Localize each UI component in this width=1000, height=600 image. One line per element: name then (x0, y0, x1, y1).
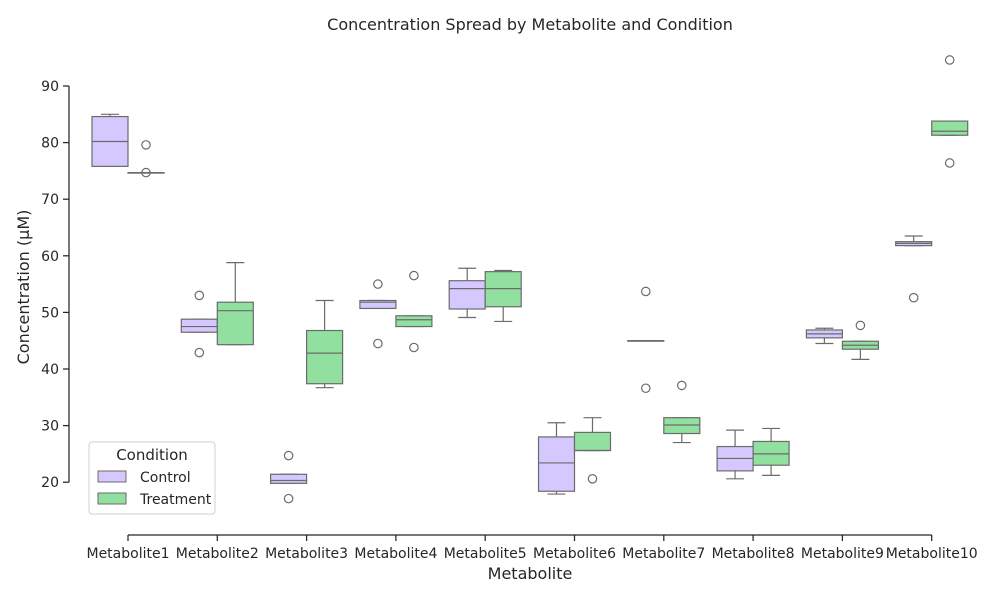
y-tick-label: 50 (41, 305, 59, 321)
box-iqr (216, 301, 254, 346)
x-tick-label: Metabolite7 (622, 546, 705, 562)
y-axis-title: Concentration (μM) (14, 210, 33, 365)
outlier-point (141, 167, 151, 178)
outlier-point (944, 158, 955, 168)
box-control-metabolite1 (91, 113, 129, 167)
box-treatment-metabolite8 (752, 427, 790, 477)
outlier-point (640, 383, 651, 394)
y-tick-label: 60 (41, 249, 59, 265)
chart-title: Concentration Spread by Metabolite and C… (327, 15, 733, 34)
box-iqr (270, 473, 308, 484)
y-tick-label: 80 (41, 136, 59, 152)
outlier-point (944, 55, 955, 65)
outlier-point (373, 279, 383, 289)
x-tick-label: Metabolite5 (444, 546, 527, 562)
outlier-point (409, 270, 419, 281)
outlier-point (640, 286, 651, 297)
box-groups (91, 55, 969, 504)
box-control-metabolite7 (627, 286, 665, 394)
box-control-metabolite5 (448, 267, 486, 319)
box-control-metabolite9 (805, 327, 844, 345)
x-tick-label: Metabolite2 (176, 546, 259, 562)
x-tick-label: Metabolite4 (354, 546, 437, 562)
y-tick-label: 90 (41, 79, 59, 95)
x-tick-label: Metabolite1 (86, 546, 169, 562)
outlier-point (141, 140, 151, 150)
legend: Condition Control Treatment (88, 441, 216, 515)
outlier-point (587, 474, 598, 484)
box-iqr (180, 318, 218, 333)
y-tick-label: 20 (41, 475, 59, 491)
x-tick-label: Metabolite6 (533, 546, 616, 562)
box-iqr (395, 315, 433, 328)
x-tick-label: Metabolite8 (712, 546, 795, 562)
x-tick-label: Metabolite9 (801, 546, 884, 562)
legend-swatch-control (97, 470, 127, 483)
x-axis-title: Metabolite (488, 564, 573, 583)
legend-label-treatment: Treatment (139, 492, 212, 508)
box-iqr (931, 120, 969, 136)
box-treatment-metabolite2 (216, 261, 254, 346)
legend-title: Condition (116, 446, 188, 464)
y-tick-label: 70 (41, 192, 59, 208)
x-axis: Metabolite1 Metabolite2 Metabolite3 Metabol… (86, 534, 978, 562)
box-treatment-metabolite10 (931, 55, 969, 168)
outlier-point (855, 320, 866, 331)
box-control-metabolite4 (359, 279, 397, 349)
outlier-point (283, 493, 294, 504)
box-treatment-metabolite7 (663, 380, 701, 444)
outlier-point (373, 338, 383, 349)
box-iqr (359, 299, 397, 310)
legend-label-control: Control (140, 470, 191, 486)
outlier-point (676, 380, 687, 391)
box-control-metabolite3 (270, 450, 308, 504)
outlier-point (409, 342, 419, 353)
outlier-point (194, 290, 205, 301)
box-control-metabolite2 (180, 290, 218, 358)
box-treatment-metabolite6 (573, 417, 612, 484)
box-treatment-metabolite3 (306, 299, 344, 389)
x-tick-label: Metabolite3 (265, 546, 348, 562)
y-tick-label: 40 (41, 362, 59, 378)
box-iqr (537, 436, 576, 492)
x-tick-label: Metabolite10 (886, 546, 978, 562)
y-tick-label: 30 (41, 419, 59, 435)
box-iqr (448, 280, 486, 310)
box-iqr (573, 431, 612, 452)
outlier-point (908, 292, 919, 303)
box-control-metabolite8 (716, 429, 754, 480)
box-control-metabolite6 (537, 422, 576, 495)
box-control-metabolite10 (895, 235, 933, 303)
legend-swatch-treatment (97, 492, 127, 505)
outlier-point (283, 450, 294, 461)
box-treatment-metabolite4 (395, 270, 433, 353)
box-treatment-metabolite9 (841, 320, 880, 360)
y-axis: 20 30 40 50 60 70 80 90 (41, 79, 70, 491)
box-treatment-metabolite1 (127, 140, 165, 178)
box-treatment-metabolite5 (484, 269, 522, 323)
box-iqr (306, 329, 344, 385)
outlier-point (194, 347, 205, 358)
